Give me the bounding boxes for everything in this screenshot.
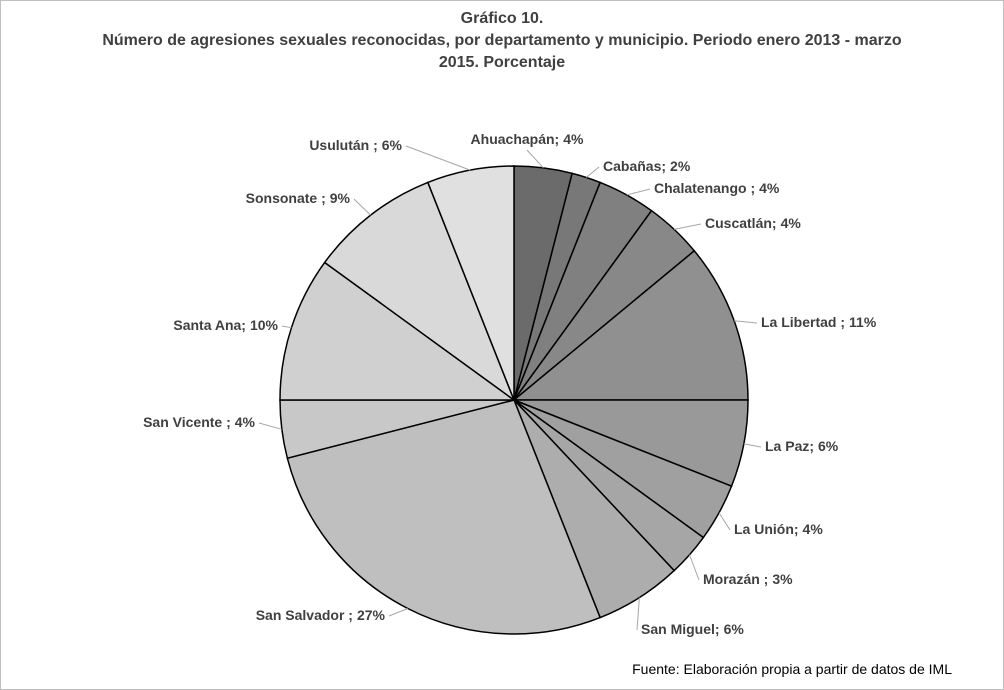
- pie-slice: [511, 249, 749, 401]
- slice-value: 4%: [235, 414, 256, 430]
- slice-value: 6%: [724, 621, 745, 637]
- slice-value: 6%: [818, 438, 839, 454]
- chart-subtitle: Número de agresiones sexuales reconocida…: [102, 32, 902, 71]
- slice-label: La Paz; 6%: [765, 438, 839, 454]
- slice-value: 10%: [250, 317, 279, 333]
- slice-label: Cuscatlán; 4%: [705, 215, 801, 231]
- slice-value: 4%: [803, 521, 824, 537]
- slice-label: San Vicente ; 4%: [143, 414, 255, 430]
- slice-name: Cabañas;: [603, 158, 666, 174]
- leader-line: [353, 198, 371, 216]
- slice-label: San Salvador ; 27%: [256, 607, 386, 623]
- leader-line: [674, 223, 702, 230]
- slice-name: Ahuachapán;: [471, 131, 560, 147]
- slice-label: Chalatenango ; 4%: [654, 180, 780, 196]
- slice-name: Cuscatlán;: [705, 215, 777, 231]
- leader-line: [718, 512, 731, 531]
- slice-name: Morazán ;: [703, 571, 768, 587]
- slice-value: 4%: [563, 131, 584, 147]
- leader-line: [734, 320, 758, 324]
- slice-label: Morazán ; 3%: [703, 571, 793, 587]
- slice-name: Sonsonate ;: [246, 190, 326, 206]
- slice-label: La Libertad ; 11%: [761, 314, 877, 330]
- leader-line: [281, 325, 292, 329]
- slice-value: 3%: [772, 571, 793, 587]
- pie-slice: [426, 165, 515, 401]
- title-block: Gráfico 10. Número de agresiones sexuale…: [0, 8, 1004, 74]
- slice-value: 27%: [357, 607, 386, 623]
- leader-line: [689, 554, 700, 581]
- leader-line: [526, 149, 544, 169]
- slice-name: Santa Ana;: [173, 317, 246, 333]
- source-note: Fuente: Elaboración propia a partir de d…: [632, 661, 952, 677]
- slice-label: Ahuachapán; 4%: [471, 131, 584, 147]
- leader-line: [405, 145, 471, 171]
- chart-title: Gráfico 10.: [460, 10, 544, 27]
- slice-value: 2%: [670, 158, 691, 174]
- leader-line: [636, 597, 640, 631]
- leader-line: [626, 188, 651, 196]
- slice-label: San Miguel; 6%: [641, 621, 744, 637]
- leader-line: [585, 166, 600, 178]
- slice-value: 9%: [330, 190, 351, 206]
- pie-slice: [323, 181, 516, 403]
- slice-label: Usulután ; 6%: [309, 137, 402, 153]
- slice-value: 4%: [759, 180, 780, 196]
- slice-name: Usulután ;: [309, 137, 377, 153]
- slice-name: San Miguel;: [641, 621, 720, 637]
- pie-slice: [286, 399, 602, 635]
- slice-label: Santa Ana; 10%: [173, 317, 278, 333]
- slice-label: Sonsonate ; 9%: [246, 190, 351, 206]
- slice-name: La Libertad ;: [761, 314, 845, 330]
- slice-value: 11%: [849, 314, 877, 330]
- slice-value: 6%: [382, 137, 403, 153]
- leader-line: [388, 608, 408, 617]
- slice-name: San Vicente ;: [143, 414, 231, 430]
- slice-name: Chalatenango ;: [654, 180, 755, 196]
- slice-label: Cabañas; 2%: [603, 158, 691, 174]
- slice-name: San Salvador ;: [256, 607, 353, 623]
- slice-label: La Unión; 4%: [734, 521, 823, 537]
- slice-name: La Paz;: [765, 438, 814, 454]
- slice-value: 4%: [781, 215, 802, 231]
- leader-line: [258, 422, 282, 430]
- leader-line: [743, 443, 762, 448]
- slice-name: La Unión;: [734, 521, 799, 537]
